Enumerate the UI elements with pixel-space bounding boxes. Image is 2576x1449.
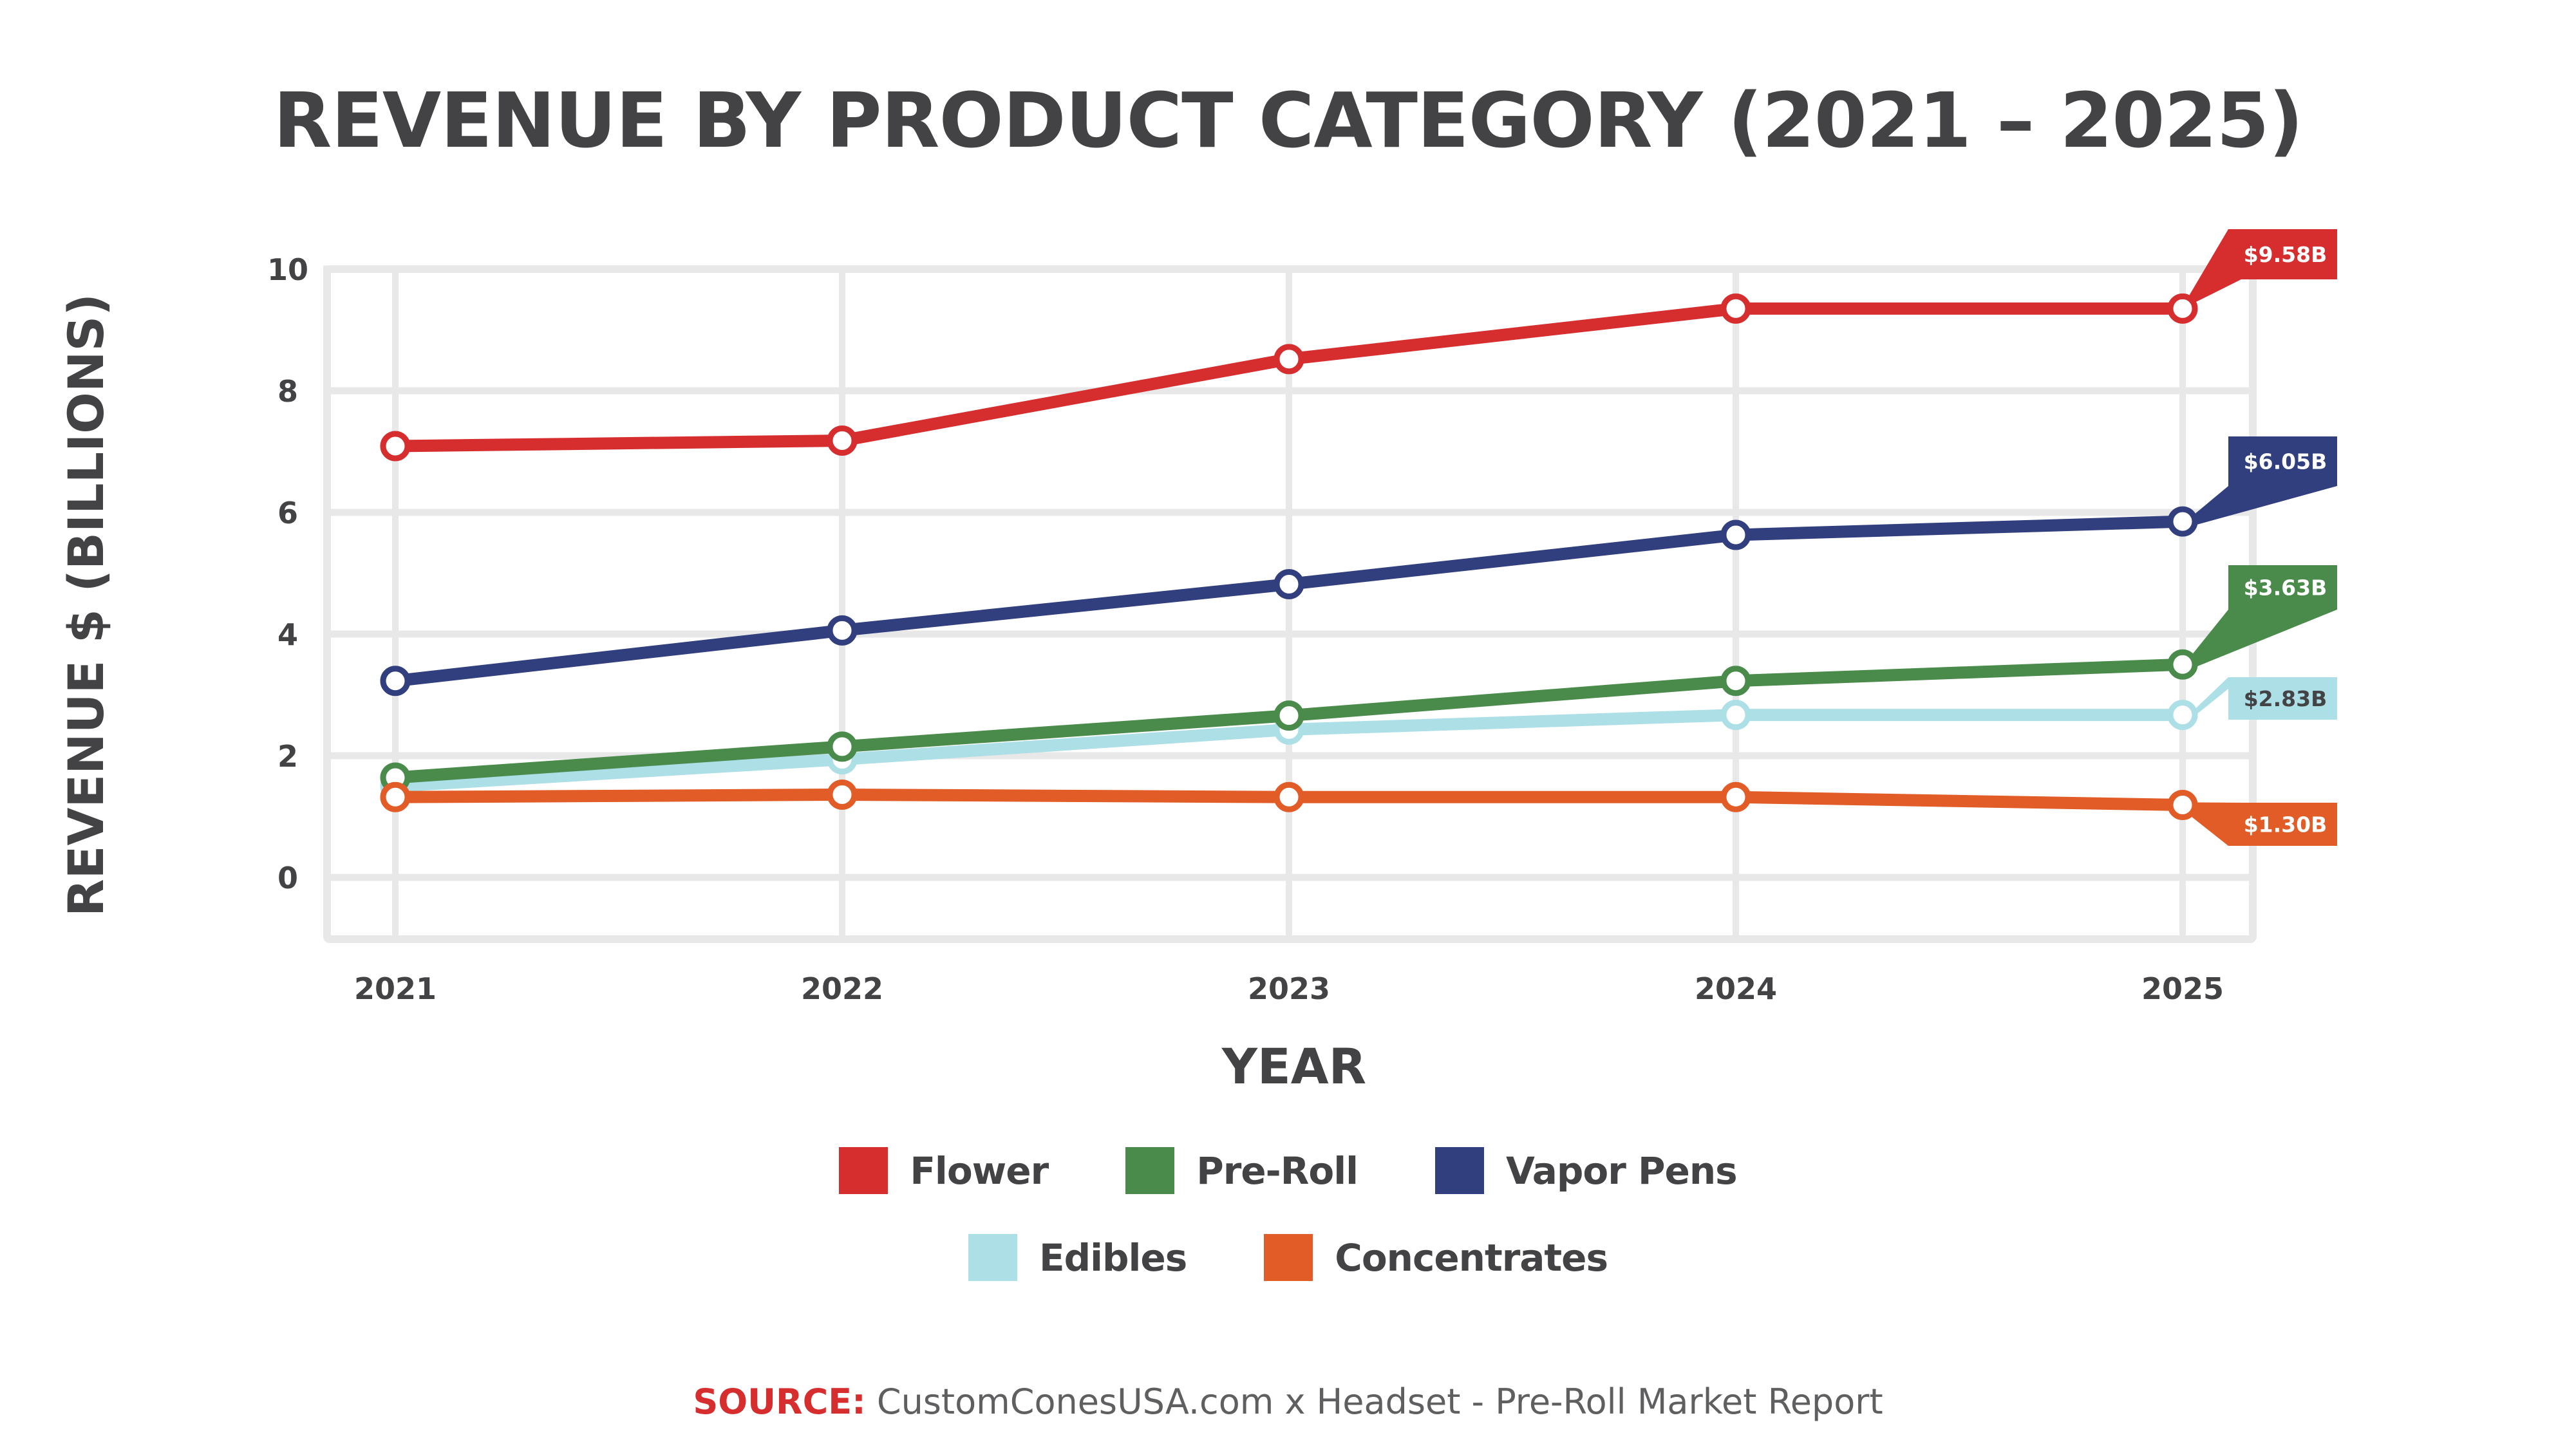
callout-pointer bbox=[2194, 677, 2228, 716]
end-label-vapor-pens: $6.05B bbox=[2190, 436, 2337, 526]
callout-box bbox=[2228, 803, 2337, 846]
legend-swatch bbox=[1264, 1234, 1313, 1281]
end-label-value: $9.58B bbox=[2244, 242, 2327, 267]
legend-swatch bbox=[1434, 1147, 1484, 1194]
legend-label: Concentrates bbox=[1335, 1235, 1608, 1280]
callout-box bbox=[2228, 565, 2337, 610]
data-point-vapor-pens-2023 bbox=[1274, 569, 1304, 600]
chart-title: REVENUE BY PRODUCT CATEGORY (2021 – 2025… bbox=[273, 76, 2303, 165]
y-tick-label: 10 bbox=[267, 252, 308, 287]
end-label-pre-roll: $3.63B bbox=[2190, 565, 2337, 668]
legend-item-flower: Flower bbox=[839, 1147, 1049, 1194]
legend-row: Flower Pre-Roll Vapor Pens bbox=[0, 1147, 2576, 1194]
legend-label: Vapor Pens bbox=[1505, 1148, 1738, 1193]
data-point-pre-roll-2025 bbox=[2167, 649, 2198, 680]
callout-box bbox=[2228, 436, 2337, 486]
series-lines bbox=[380, 293, 2198, 821]
data-point-flower-2022 bbox=[827, 425, 858, 456]
data-point-concentrates-2024 bbox=[1720, 781, 1751, 812]
x-axis-ticks: 2021 2022 2023 2024 2025 bbox=[354, 971, 2224, 1006]
data-point-concentrates-2025 bbox=[2167, 790, 2198, 821]
callout-pointer bbox=[2190, 610, 2337, 668]
y-tick-label: 2 bbox=[277, 739, 298, 774]
data-point-concentrates-2021 bbox=[380, 781, 411, 812]
data-point-edibles-2024 bbox=[1720, 700, 1751, 731]
callout-box bbox=[2228, 677, 2337, 720]
x-axis-label: YEAR bbox=[1221, 1038, 1366, 1095]
series-vapor-pens bbox=[380, 506, 2198, 696]
data-point-edibles-2025 bbox=[2167, 700, 2198, 731]
data-point-vapor-pens-2025 bbox=[2167, 506, 2198, 537]
callout-box bbox=[2228, 229, 2337, 279]
y-tick-label: 6 bbox=[277, 496, 298, 530]
data-point-vapor-pens-2022 bbox=[827, 615, 858, 646]
y-tick-label: 8 bbox=[277, 374, 298, 409]
data-point-flower-2024 bbox=[1720, 293, 1751, 324]
legend-swatch bbox=[1125, 1147, 1175, 1194]
x-tick-label: 2025 bbox=[2141, 971, 2224, 1006]
data-point-concentrates-2022 bbox=[827, 779, 858, 810]
series-flower bbox=[380, 293, 2198, 462]
data-point-concentrates-2023 bbox=[1274, 781, 1304, 812]
legend-label: Edibles bbox=[1039, 1235, 1187, 1280]
series-concentrates bbox=[380, 779, 2198, 821]
source-text: CustomConesUSA.com x Headset - Pre-Roll … bbox=[865, 1381, 1883, 1422]
data-point-pre-roll-2024 bbox=[1720, 666, 1751, 696]
data-point-vapor-pens-2024 bbox=[1720, 519, 1751, 550]
data-point-flower-2025 bbox=[2167, 293, 2198, 324]
data-point-flower-2023 bbox=[1274, 344, 1304, 375]
legend-swatch bbox=[968, 1234, 1017, 1281]
x-tick-label: 2022 bbox=[801, 971, 883, 1006]
data-point-flower-2021 bbox=[380, 431, 411, 462]
x-tick-label: 2021 bbox=[354, 971, 437, 1006]
end-label-value: $1.30B bbox=[2244, 812, 2327, 837]
y-axis-ticks: 0 2 4 6 8 10 bbox=[267, 252, 308, 895]
x-tick-label: 2024 bbox=[1695, 971, 1777, 1006]
y-axis-label: REVENUE $ (BILLIONS) bbox=[57, 294, 115, 917]
data-point-vapor-pens-2021 bbox=[380, 666, 411, 696]
source-note: SOURCE: CustomConesUSA.com x Headset - P… bbox=[0, 1381, 2576, 1422]
end-label-edibles: $2.83B bbox=[2194, 677, 2337, 720]
source-key: SOURCE: bbox=[693, 1381, 866, 1422]
data-point-pre-roll-2023 bbox=[1274, 700, 1304, 731]
legend-item-edibles: Edibles bbox=[968, 1234, 1187, 1281]
legend-label: Flower bbox=[910, 1148, 1049, 1193]
legend-label: Pre-Roll bbox=[1196, 1148, 1359, 1193]
end-label-concentrates: $1.30B bbox=[2186, 802, 2337, 846]
end-label-value: $3.63B bbox=[2244, 575, 2327, 601]
end-label-value: $2.83B bbox=[2244, 686, 2327, 711]
end-label-value: $6.05B bbox=[2244, 449, 2327, 474]
callout-pointer bbox=[2189, 229, 2241, 303]
legend-row: Edibles Concentrates bbox=[0, 1234, 2576, 1281]
end-labels: $9.58B $6.05B $3.63B $2.83B $1.30B bbox=[2186, 229, 2337, 846]
legend-item-vapor-pens: Vapor Pens bbox=[1434, 1147, 1738, 1194]
callout-pointer bbox=[2190, 486, 2337, 526]
x-tick-label: 2023 bbox=[1248, 971, 1330, 1006]
end-label-flower: $9.58B bbox=[2189, 229, 2337, 303]
data-point-pre-roll-2022 bbox=[827, 731, 858, 762]
legend-item-concentrates: Concentrates bbox=[1264, 1234, 1608, 1281]
legend-item-pre-roll: Pre-Roll bbox=[1125, 1147, 1359, 1194]
legend-swatch bbox=[839, 1147, 888, 1194]
y-tick-label: 0 bbox=[277, 861, 298, 895]
y-tick-label: 4 bbox=[277, 617, 298, 652]
